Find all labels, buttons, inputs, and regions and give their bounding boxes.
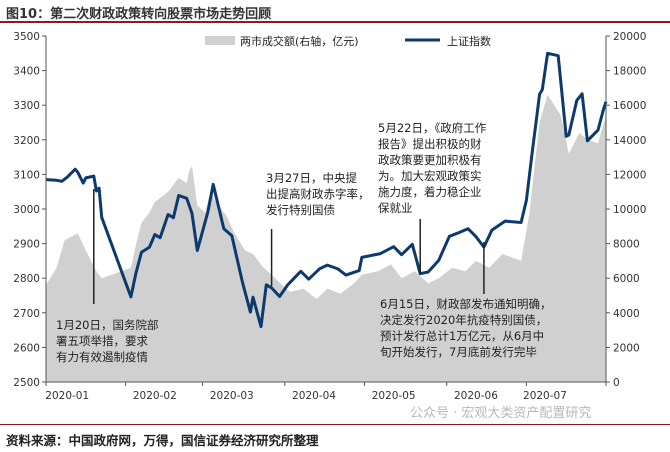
right-tick-label: 2000 bbox=[613, 342, 640, 354]
annotation-line: 保就业 bbox=[378, 201, 413, 215]
annotation-line: 署五项举措，要求 bbox=[56, 334, 148, 348]
annotation-may22: 5月22日，《政府工作报告》提出积极的财政政策要更加积极有为。加大宏观政策实施力… bbox=[378, 121, 487, 215]
watermark: 公众号 · 宏观大类资产配置研究 bbox=[410, 406, 592, 421]
x-tick-label: 2020-05 bbox=[372, 390, 416, 402]
right-tick-label: 8000 bbox=[613, 239, 640, 251]
annotation-line: 发行特别国债 bbox=[266, 203, 335, 217]
axes: 2500 2600 2700 2800 2900 3000 3100 3200 3300 3400… bbox=[13, 31, 646, 402]
x-tick-label: 2020-07 bbox=[523, 390, 567, 402]
right-tick-label: 4000 bbox=[613, 308, 640, 320]
annotation-line: 出提高财政赤字率， bbox=[266, 187, 370, 201]
x-tick-label: 2020-01 bbox=[45, 390, 89, 402]
legend-label-turnover: 两市成交额(右轴，亿元) bbox=[240, 34, 359, 48]
right-tick-label: 14000 bbox=[613, 135, 646, 147]
turnover-area bbox=[46, 94, 606, 383]
left-tick-label: 2900 bbox=[13, 239, 40, 251]
annotation-line: 预计发行总计1万亿元，从6月中 bbox=[380, 329, 544, 343]
annotation-mar27: 3月27日，中央提出提高财政赤字率， 发行特别国债 bbox=[266, 171, 370, 217]
index-line-layer bbox=[45, 51, 608, 329]
legend-swatch-turnover bbox=[205, 36, 235, 45]
annotation-line: 报告》提出积极的财 bbox=[378, 137, 482, 151]
right-tick-label: 16000 bbox=[613, 100, 646, 112]
source-divider bbox=[0, 424, 670, 425]
legend-label-index: 上证指数 bbox=[447, 34, 491, 48]
annotation-line: 6月15日，财政部发布通知明确， bbox=[380, 297, 551, 311]
left-tick-label: 3100 bbox=[13, 169, 40, 181]
left-tick-label: 3000 bbox=[13, 204, 40, 216]
left-tick-label: 3300 bbox=[13, 100, 40, 112]
right-tick-label: 12000 bbox=[613, 169, 646, 181]
annotation-jun15: 6月15日，财政部发布通知明确， 决定发行2020年抗疫特别国债， 预计发行总计1万… bbox=[380, 297, 551, 359]
annotations: 1月20日，国务院部署五项举措，要求有力有效遏制疫情 3月27日，中央提出提高财政… bbox=[56, 121, 551, 364]
left-tick-label: 2500 bbox=[13, 377, 40, 389]
annotation-line: 有力有效遏制疫情 bbox=[56, 350, 148, 364]
index-line bbox=[45, 51, 608, 329]
left-tick-label: 2700 bbox=[13, 308, 40, 320]
right-tick-label: 0 bbox=[613, 377, 620, 389]
annotation-line: 1月20日，国务院部 bbox=[56, 318, 158, 332]
annotation-line: 施力度，着力稳企业 bbox=[378, 185, 482, 199]
left-tick-label: 3200 bbox=[13, 135, 40, 147]
x-tick-label: 2020-04 bbox=[292, 390, 336, 402]
left-tick-label: 2800 bbox=[13, 273, 40, 285]
annotation-jan20: 1月20日，国务院部署五项举措，要求有力有效遏制疫情 bbox=[56, 318, 158, 364]
right-tick-label: 6000 bbox=[613, 273, 640, 285]
x-tick-label: 2020-03 bbox=[210, 390, 254, 402]
left-tick-label: 3400 bbox=[13, 66, 40, 78]
annotation-line: 为。加大宏观政策实 bbox=[378, 169, 482, 183]
left-tick-label: 2600 bbox=[13, 342, 40, 354]
right-tick-label: 10000 bbox=[613, 204, 646, 216]
right-tick-label: 18000 bbox=[613, 66, 646, 78]
title-divider bbox=[0, 21, 670, 23]
right-tick-label: 20000 bbox=[613, 31, 646, 43]
x-tick-label: 2020-06 bbox=[454, 390, 498, 402]
annotation-line: 5月22日，《政府工作 bbox=[378, 121, 487, 135]
x-tick-label: 2020-02 bbox=[133, 390, 177, 402]
stock-market-chart: 2500 2600 2700 2800 2900 3000 3100 3200 3300 3400… bbox=[13, 31, 646, 402]
annotation-line: 旬开始发行，7月底前发行完毕 bbox=[380, 345, 537, 359]
turnover-area-layer bbox=[46, 94, 606, 383]
source-note: 资料来源：中国政府网，万得，国信证券经济研究所整理 bbox=[6, 433, 319, 448]
legend: 两市成交额(右轴，亿元) 上证指数 bbox=[205, 34, 491, 48]
annotation-line: 决定发行2020年抗疫特别国债， bbox=[380, 313, 547, 327]
left-tick-label: 3500 bbox=[13, 31, 40, 43]
annotation-line: 3月27日，中央提 bbox=[266, 171, 357, 185]
figure-title: 图10：第二次财政政策转向股票市场走势回顾 bbox=[6, 7, 272, 22]
annotation-line: 政政策要更加积极有 bbox=[378, 153, 482, 167]
